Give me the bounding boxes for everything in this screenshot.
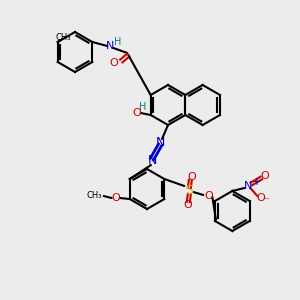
Text: O: O	[204, 191, 213, 201]
Text: N: N	[106, 41, 115, 51]
Text: O: O	[111, 193, 120, 203]
Text: N: N	[147, 154, 157, 167]
Text: H: H	[139, 102, 146, 112]
Text: S: S	[185, 184, 193, 197]
Text: N: N	[244, 181, 253, 191]
Text: O: O	[187, 172, 196, 182]
Text: O: O	[260, 171, 269, 181]
Text: O: O	[256, 193, 265, 203]
Text: O: O	[183, 200, 192, 210]
Text: CH₃: CH₃	[86, 191, 102, 200]
Text: H: H	[114, 37, 121, 47]
Text: +: +	[252, 177, 260, 187]
Text: ⁻: ⁻	[263, 196, 269, 206]
Text: N: N	[155, 136, 165, 149]
Text: O: O	[109, 58, 118, 68]
Text: O: O	[132, 108, 141, 118]
Text: CH₃: CH₃	[56, 34, 71, 43]
